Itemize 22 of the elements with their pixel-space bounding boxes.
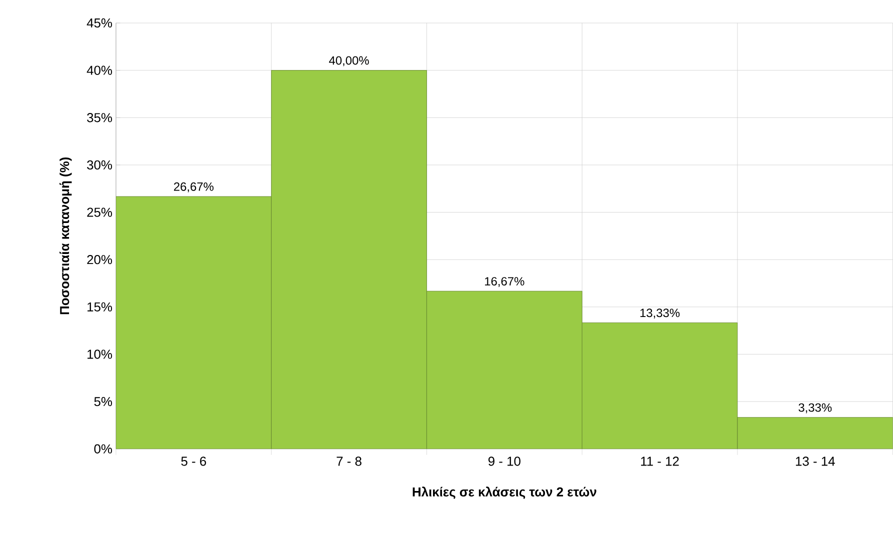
x-axis-title: Ηλικίες σε κλάσεις των 2 ετών [412,486,596,499]
data-label: 26,67% [174,182,214,192]
x-tick-label: 9 - 10 [488,456,520,466]
y-tick-label: 10% [88,350,112,359]
y-tick-label: 25% [87,208,112,217]
y-tick-label: 30% [87,160,112,170]
y-tick-label: 35% [87,113,112,122]
x-tick-label: 7 - 8 [336,456,362,466]
y-tick-label: 15% [88,302,112,312]
y-tick-label: 20% [87,255,112,264]
y-tick-label: 5% [94,397,112,406]
y-tick-label: 0% [94,444,112,454]
x-tick-label: 13 - 14 [796,456,835,466]
y-tick-label: 40% [86,66,112,75]
x-tick-label: 5 - 6 [181,456,206,466]
y-tick-label: 45% [86,18,112,28]
data-label: 40,00% [329,56,369,66]
data-label: 3,33% [798,403,832,414]
data-label: 13,33% [640,308,680,319]
data-label: 16,67% [485,277,524,287]
y-axis-title: Ποσοστιαία κατανομή (%) [59,158,72,314]
x-tick-label: 11 - 12 [641,456,679,466]
